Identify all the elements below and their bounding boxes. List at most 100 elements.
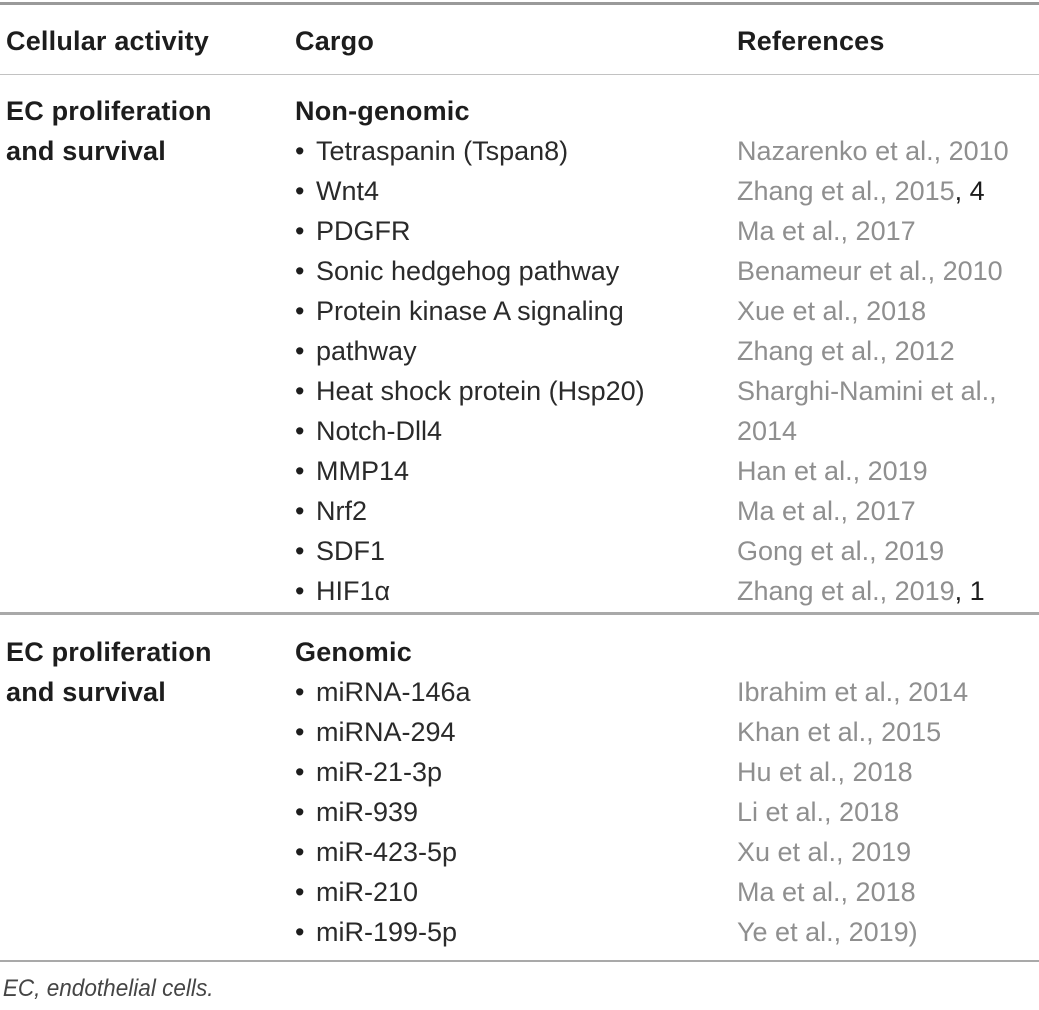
reference-label: Xu et al., 2019	[737, 836, 912, 867]
reference-label: Zhang et al., 2012	[737, 336, 955, 366]
activity-cell	[6, 211, 295, 251]
reference-label: Zhang et al., 2019	[737, 576, 955, 606]
reference-label: Nazarenko et al., 2010	[737, 136, 1009, 166]
cargo-cell: • miR-939	[295, 792, 737, 832]
bullet-icon: •	[295, 216, 305, 246]
reference-cell: Benameur et al., 2010	[737, 251, 1039, 291]
cargo-label: miR-21-3p	[316, 756, 443, 787]
column-header-cargo: Cargo	[295, 25, 375, 56]
reference-label: Gong et al., 2019	[737, 536, 945, 566]
activity-cell	[6, 912, 295, 952]
cargo-label: Heat shock protein (Hsp20)	[316, 376, 645, 406]
cargo-cell: • miR-210	[295, 872, 737, 912]
reference-label: Ibrahim et al., 2014	[737, 676, 969, 707]
table-row: • Protein kinase A signaling Xue et al., …	[0, 291, 1039, 331]
bullet-icon: •	[295, 136, 305, 166]
cargo-cell: • pathway	[295, 331, 737, 371]
reference-label: Khan et al., 2015	[737, 716, 942, 747]
cargo-label: Wnt4	[316, 176, 380, 206]
activity-cell	[6, 872, 295, 912]
reference-cell: Khan et al., 2015	[737, 712, 1039, 752]
cargo-cell: • SDF1	[295, 531, 737, 571]
reference-label: Xue et al., 2018	[737, 296, 927, 326]
bullet-icon: •	[295, 496, 305, 526]
activity-cell: EC proliferation	[6, 636, 212, 667]
section-genomic: EC proliferation Genomic and survival • m…	[0, 615, 1039, 960]
table-row: • SDF1 Gong et al., 2019	[0, 531, 1039, 571]
reference-cell: Han et al., 2019	[737, 451, 1039, 491]
activity-cell	[6, 712, 295, 752]
bullet-icon: •	[295, 336, 305, 366]
bullet-icon: •	[295, 676, 305, 707]
table-row: • Sonic hedgehog pathway Benameur et al.,…	[0, 251, 1039, 291]
cargo-label: miR-210	[316, 876, 419, 907]
bullet-icon: •	[295, 536, 305, 566]
cargo-cell: • PDGFR	[295, 211, 737, 251]
table-footnote: EC, endothelial cells.	[2, 975, 214, 1002]
activity-cell: and survival	[6, 136, 166, 166]
cargo-label: miRNA-146a	[316, 676, 471, 707]
reference-cell: Nazarenko et al., 2010	[737, 131, 1039, 171]
activity-cell	[6, 251, 295, 291]
table-row: • Nrf2 Ma et al., 2017	[0, 491, 1039, 531]
cargo-cell: • Wnt4	[295, 171, 737, 211]
reference-label: 2014	[737, 416, 798, 446]
bullet-icon: •	[295, 416, 305, 446]
activity-cell	[6, 371, 295, 411]
reference-label: Benameur et al., 2010	[737, 256, 1003, 286]
cargo-label: miRNA-294	[316, 716, 456, 747]
table-row: • miR-210 Ma et al., 2018	[0, 872, 1039, 912]
reference-cell: Ma et al., 2017	[737, 211, 1039, 251]
activity-cell	[6, 291, 295, 331]
cargo-cell: • MMP14	[295, 451, 737, 491]
table-row: EC proliferation Genomic	[0, 632, 1039, 672]
cargo-label: HIF1α	[316, 576, 391, 606]
reference-cell: 2014	[737, 411, 1039, 451]
column-header-cellular-activity: Cellular activity	[6, 25, 209, 56]
table-header-row: Cellular activity Cargo References	[0, 5, 1039, 74]
table-row: and survival • miRNA-146a Ibrahim et al.,…	[0, 672, 1039, 712]
cargo-cell: • Notch-Dll4	[295, 411, 737, 451]
table-row: and survival • Tetraspanin (Tspan8) Nazar…	[0, 131, 1039, 171]
reference-cell: Zhang et al., 2015, 4	[737, 171, 1039, 211]
table-row: • Wnt4 Zhang et al., 2015, 4	[0, 171, 1039, 211]
reference-label: Han et al., 2019	[737, 456, 928, 486]
cargo-label: PDGFR	[316, 216, 411, 246]
bullet-icon: •	[295, 456, 305, 486]
bullet-icon: •	[295, 296, 305, 326]
reference-suffix: , 1	[954, 576, 985, 606]
table-row: • Heat shock protein (Hsp20) Sharghi-Nami…	[0, 371, 1039, 411]
cargo-label: Sonic hedgehog pathway	[316, 256, 620, 286]
table-row: • HIF1α Zhang et al., 2019, 1	[0, 571, 1039, 611]
cargo-cell: • Heat shock protein (Hsp20)	[295, 371, 737, 411]
reference-label: Li et al., 2018	[737, 796, 900, 827]
cargo-label: MMP14	[316, 456, 410, 486]
reference-cell	[737, 632, 1039, 672]
bullet-icon: •	[295, 876, 305, 907]
reference-label: Ma et al., 2018	[737, 876, 916, 907]
reference-label: Ye et al., 2019)	[737, 916, 918, 947]
cargo-cell: • miR-21-3p	[295, 752, 737, 792]
column-header-references: References	[737, 25, 885, 56]
section-divider-rule	[0, 612, 1039, 615]
reference-cell: Sharghi-Namini et al.,	[737, 371, 1039, 411]
cargo-cell: • Nrf2	[295, 491, 737, 531]
cargo-cell: • Tetraspanin (Tspan8)	[295, 131, 737, 171]
reference-cell: Li et al., 2018	[737, 792, 1039, 832]
table-row: • pathway Zhang et al., 2012	[0, 331, 1039, 371]
bullet-icon: •	[295, 836, 305, 867]
cargo-cell: • HIF1α	[295, 571, 737, 611]
header-rule	[0, 73, 1039, 75]
reference-label: Sharghi-Namini et al.,	[737, 376, 997, 406]
reference-cell: Gong et al., 2019	[737, 531, 1039, 571]
table-row: • miR-21-3p Hu et al., 2018	[0, 752, 1039, 792]
bullet-icon: •	[295, 256, 305, 286]
reference-cell: Ma et al., 2017	[737, 491, 1039, 531]
cargo-label: SDF1	[316, 536, 386, 566]
cargo-label: Nrf2	[316, 496, 368, 526]
activity-cell	[6, 331, 295, 371]
cargo-cell: • miR-423-5p	[295, 832, 737, 872]
cargo-cell: • miRNA-294	[295, 712, 737, 752]
table-row: • MMP14 Han et al., 2019	[0, 451, 1039, 491]
